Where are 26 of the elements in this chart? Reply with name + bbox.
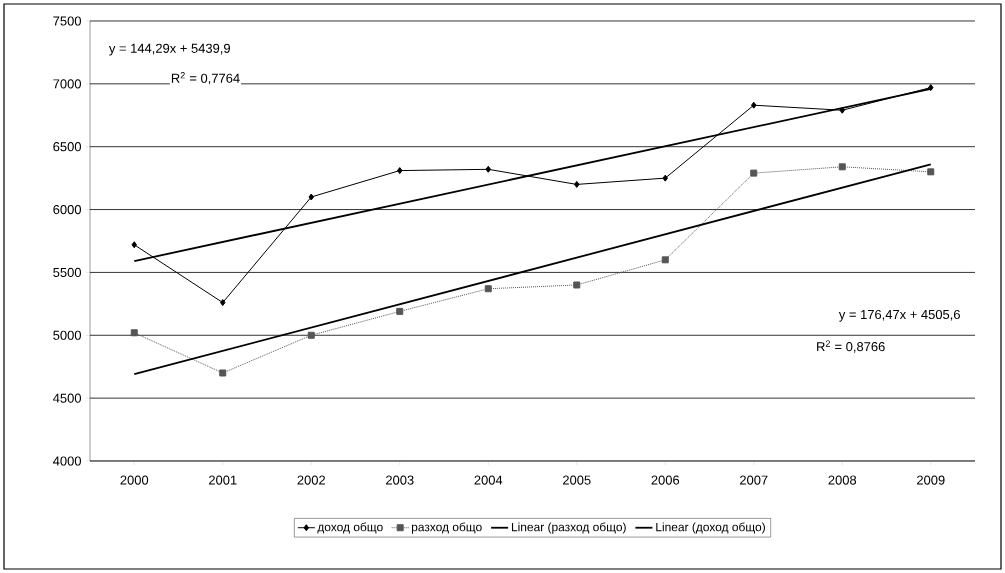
y-tick-label: 6500 — [53, 142, 82, 152]
y-tick-label: 5500 — [53, 267, 82, 277]
y-tick-label: 6000 — [53, 204, 82, 215]
x-tick-label: 2001 — [209, 475, 237, 485]
y-tick-label: 7000 — [53, 79, 82, 89]
x-tick-label: 2003 — [386, 475, 414, 485]
x-tick-label: 2006 — [651, 475, 680, 485]
annotation: y = 144,29x + 5439,9 — [108, 43, 230, 56]
annotation: R$^{2}$ = 0,7764 — [171, 72, 240, 85]
x-tick-label: 2008 — [828, 475, 857, 485]
x-tick-label: 2000 — [120, 475, 149, 485]
y-tick-label: 4500 — [53, 393, 82, 403]
annotation: y = 176,47x + 4505,6 — [838, 309, 960, 322]
annotation: R$^{2}$ = 0,8766 — [817, 340, 885, 353]
y-tick-label: 7500 — [53, 16, 82, 26]
x-tick-label: 2005 — [563, 475, 591, 485]
x-tick-label: 2004 — [474, 475, 503, 485]
x-tick-label: 2009 — [917, 475, 945, 485]
legend-label: Linear (доход общо) — [656, 522, 765, 534]
legend-label: Linear (разход общо) — [511, 522, 626, 534]
x-tick-label: 2007 — [740, 475, 768, 485]
x-tick-label: 2002 — [297, 475, 325, 485]
y-tick-label: 5000 — [53, 330, 82, 340]
legend-label: разход общо — [411, 522, 482, 534]
y-tick-label: 4000 — [53, 456, 82, 466]
legend-label: доход общо — [317, 522, 383, 534]
